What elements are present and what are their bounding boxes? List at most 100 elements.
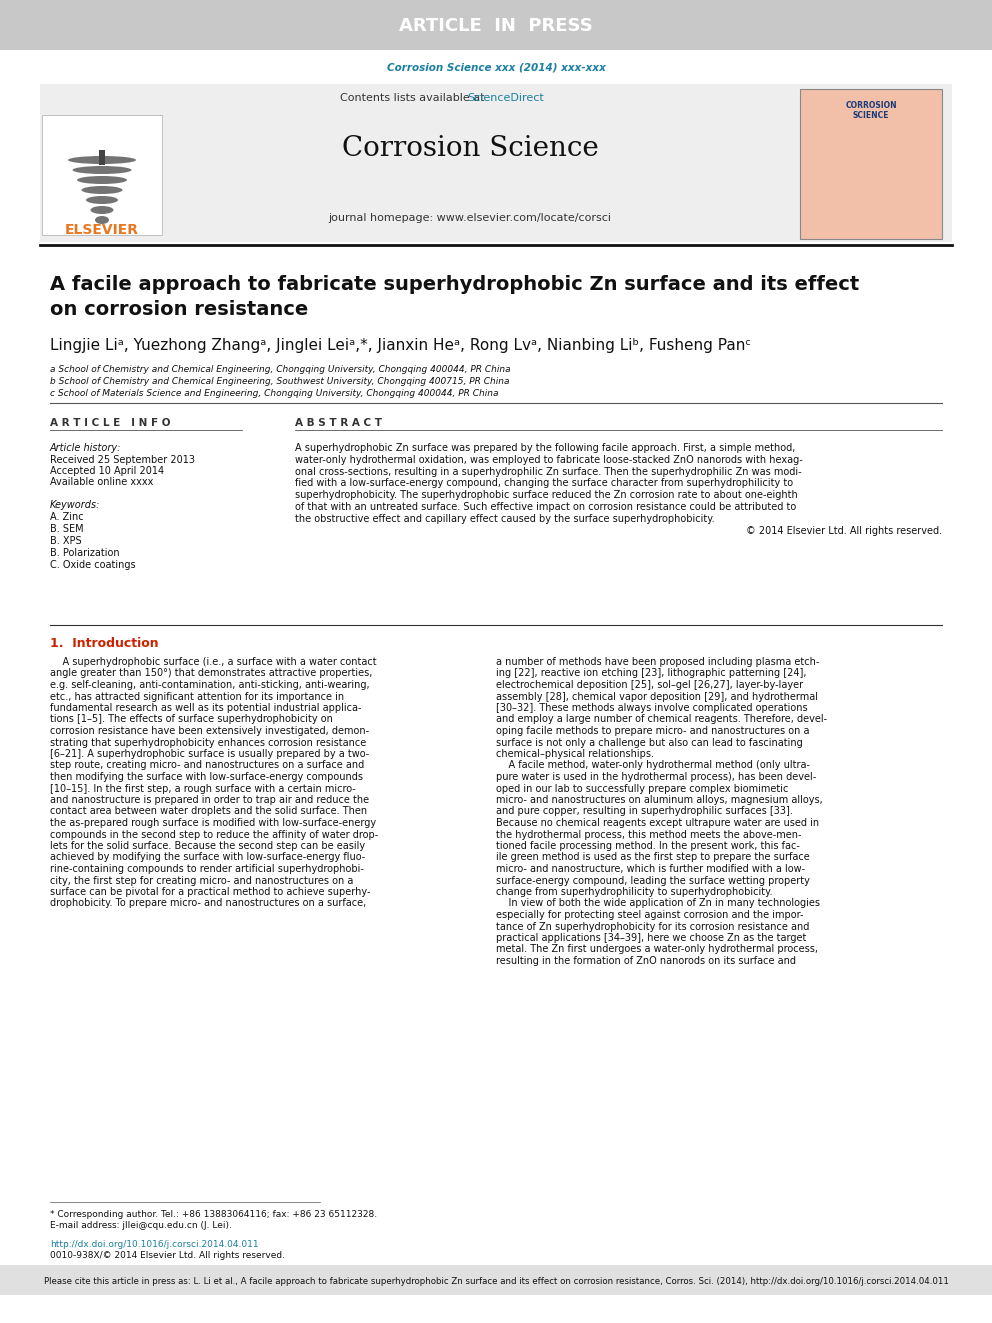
Text: tioned facile processing method. In the present work, this fac-: tioned facile processing method. In the …: [496, 841, 800, 851]
Text: ile green method is used as the first step to prepare the surface: ile green method is used as the first st…: [496, 852, 809, 863]
Text: and nanostructure is prepared in order to trap air and reduce the: and nanostructure is prepared in order t…: [50, 795, 369, 804]
Text: chemical–physical relationships.: chemical–physical relationships.: [496, 749, 654, 759]
Text: etc., has attracted significant attention for its importance in: etc., has attracted significant attentio…: [50, 692, 344, 701]
Text: Lingjie Liᵃ, Yuezhong Zhangᵃ, Jinglei Leiᵃ,*, Jianxin Heᵃ, Rong Lvᵃ, Nianbing Li: Lingjie Liᵃ, Yuezhong Zhangᵃ, Jinglei Le…: [50, 337, 751, 353]
Text: a number of methods have been proposed including plasma etch-: a number of methods have been proposed i…: [496, 658, 819, 667]
Text: [6–21]. A superhydrophobic surface is usually prepared by a two-: [6–21]. A superhydrophobic surface is us…: [50, 749, 369, 759]
Text: strating that superhydrophobicity enhances corrosion resistance: strating that superhydrophobicity enhanc…: [50, 737, 366, 747]
Text: resulting in the formation of ZnO nanorods on its surface and: resulting in the formation of ZnO nanoro…: [496, 957, 796, 966]
Text: change from superhydrophilicity to superhydrophobicity.: change from superhydrophilicity to super…: [496, 886, 773, 897]
Text: on corrosion resistance: on corrosion resistance: [50, 300, 309, 319]
Text: step route, creating micro- and nanostructures on a surface and: step route, creating micro- and nanostru…: [50, 761, 364, 770]
Bar: [0, 0, 992, 50]
Text: Available online xxxx: Available online xxxx: [50, 478, 154, 487]
Text: and employ a large number of chemical reagents. Therefore, devel-: and employ a large number of chemical re…: [496, 714, 827, 725]
Text: Please cite this article in press as: L. Li et al., A facile approach to fabrica: Please cite this article in press as: L.…: [44, 1278, 948, 1286]
Bar: [40, 83, 952, 242]
Text: Corrosion Science xxx (2014) xxx-xxx: Corrosion Science xxx (2014) xxx-xxx: [387, 64, 605, 73]
Text: ARTICLE  IN  PRESS: ARTICLE IN PRESS: [399, 17, 593, 34]
Ellipse shape: [86, 196, 118, 204]
Text: city, the first step for creating micro- and nanostructures on a: city, the first step for creating micro-…: [50, 876, 353, 885]
Text: the as-prepared rough surface is modified with low-surface-energy: the as-prepared rough surface is modifie…: [50, 818, 376, 828]
Text: oped in our lab to successfully prepare complex biomimetic: oped in our lab to successfully prepare …: [496, 783, 789, 794]
Text: B. SEM: B. SEM: [50, 524, 83, 534]
Bar: [42, 115, 162, 235]
Text: A facile approach to fabricate superhydrophobic Zn surface and its effect: A facile approach to fabricate superhydr…: [50, 275, 859, 294]
Text: rine-containing compounds to render artificial superhydrophobi-: rine-containing compounds to render arti…: [50, 864, 364, 875]
Text: fied with a low-surface-energy compound, changing the surface character from sup: fied with a low-surface-energy compound,…: [295, 479, 794, 488]
Text: [10–15]. In the first step, a rough surface with a certain micro-: [10–15]. In the first step, a rough surf…: [50, 783, 356, 794]
Text: onal cross-sections, resulting in a superhydrophilic Zn surface. Then the superh: onal cross-sections, resulting in a supe…: [295, 467, 802, 476]
Text: ELSEVIER: ELSEVIER: [65, 224, 139, 237]
Text: and pure copper, resulting in superhydrophilic surfaces [33].: and pure copper, resulting in superhydro…: [496, 807, 793, 816]
Text: ing [22], reactive ion etching [23], lithographic patterning [24],: ing [22], reactive ion etching [23], lit…: [496, 668, 806, 679]
Text: A R T I C L E   I N F O: A R T I C L E I N F O: [50, 418, 171, 429]
Text: surface can be pivotal for a practical method to achieve superhy-: surface can be pivotal for a practical m…: [50, 886, 370, 897]
Text: C. Oxide coatings: C. Oxide coatings: [50, 560, 136, 570]
Text: © 2014 Elsevier Ltd. All rights reserved.: © 2014 Elsevier Ltd. All rights reserved…: [746, 525, 942, 536]
Text: SCIENCE: SCIENCE: [853, 111, 889, 120]
Text: angle greater than 150°) that demonstrates attractive properties,: angle greater than 150°) that demonstrat…: [50, 668, 372, 679]
Text: practical applications [34–39], here we choose Zn as the target: practical applications [34–39], here we …: [496, 933, 806, 943]
Text: surface-energy compound, leading the surface wetting property: surface-energy compound, leading the sur…: [496, 876, 809, 885]
Text: CORROSION: CORROSION: [845, 101, 897, 110]
Text: assembly [28], chemical vapor deposition [29], and hydrothermal: assembly [28], chemical vapor deposition…: [496, 692, 818, 701]
Text: pure water is used in the hydrothermal process), has been devel-: pure water is used in the hydrothermal p…: [496, 773, 816, 782]
Text: * Corresponding author. Tel.: +86 13883064116; fax: +86 23 65112328.: * Corresponding author. Tel.: +86 138830…: [50, 1211, 377, 1218]
Text: Accepted 10 April 2014: Accepted 10 April 2014: [50, 466, 164, 476]
Text: Article history:: Article history:: [50, 443, 121, 452]
Text: http://dx.doi.org/10.1016/j.corsci.2014.04.011: http://dx.doi.org/10.1016/j.corsci.2014.…: [50, 1240, 259, 1249]
Text: Received 25 September 2013: Received 25 September 2013: [50, 455, 195, 464]
Bar: [99, 149, 105, 165]
Text: metal. The Zn first undergoes a water-only hydrothermal process,: metal. The Zn first undergoes a water-on…: [496, 945, 818, 954]
Text: water-only hydrothermal oxidation, was employed to fabricate loose-stacked ZnO n: water-only hydrothermal oxidation, was e…: [295, 455, 803, 464]
Text: drophobicity. To prepare micro- and nanostructures on a surface,: drophobicity. To prepare micro- and nano…: [50, 898, 366, 909]
Text: compounds in the second step to reduce the affinity of water drop-: compounds in the second step to reduce t…: [50, 830, 378, 840]
Text: surface is not only a challenge but also can lead to fascinating: surface is not only a challenge but also…: [496, 737, 803, 747]
Text: tions [1–5]. The effects of surface superhydrophobicity on: tions [1–5]. The effects of surface supe…: [50, 714, 333, 725]
Text: c School of Materials Science and Engineering, Chongqing University, Chongqing 4: c School of Materials Science and Engine…: [50, 389, 499, 398]
Text: B. XPS: B. XPS: [50, 536, 81, 546]
Text: especially for protecting steel against corrosion and the impor-: especially for protecting steel against …: [496, 910, 804, 919]
Text: A B S T R A C T: A B S T R A C T: [295, 418, 382, 429]
Ellipse shape: [72, 165, 132, 175]
Text: 1.  Introduction: 1. Introduction: [50, 636, 159, 650]
Text: A facile method, water-only hydrothermal method (only ultra-: A facile method, water-only hydrothermal…: [496, 761, 810, 770]
Text: Keywords:: Keywords:: [50, 500, 100, 509]
Text: e.g. self-cleaning, anti-contamination, anti-sticking, anti-wearing,: e.g. self-cleaning, anti-contamination, …: [50, 680, 370, 691]
Text: Because no chemical reagents except ultrapure water are used in: Because no chemical reagents except ultr…: [496, 818, 819, 828]
Text: In view of both the wide application of Zn in many technologies: In view of both the wide application of …: [496, 898, 820, 909]
Text: E-mail address: jllei@cqu.edu.cn (J. Lei).: E-mail address: jllei@cqu.edu.cn (J. Lei…: [50, 1221, 232, 1230]
Ellipse shape: [77, 176, 127, 184]
Text: the hydrothermal process, this method meets the above-men-: the hydrothermal process, this method me…: [496, 830, 802, 840]
Text: then modifying the surface with low-surface-energy compounds: then modifying the surface with low-surf…: [50, 773, 363, 782]
Text: B. Polarization: B. Polarization: [50, 548, 120, 558]
Text: b School of Chemistry and Chemical Engineering, Southwest University, Chongqing : b School of Chemistry and Chemical Engin…: [50, 377, 510, 386]
Text: lets for the solid surface. Because the second step can be easily: lets for the solid surface. Because the …: [50, 841, 365, 851]
Text: A superhydrophobic Zn surface was prepared by the following facile approach. Fir: A superhydrophobic Zn surface was prepar…: [295, 443, 796, 452]
Text: micro- and nanostructures on aluminum alloys, magnesium alloys,: micro- and nanostructures on aluminum al…: [496, 795, 822, 804]
Text: a School of Chemistry and Chemical Engineering, Chongqing University, Chongqing : a School of Chemistry and Chemical Engin…: [50, 365, 511, 374]
Text: journal homepage: www.elsevier.com/locate/corsci: journal homepage: www.elsevier.com/locat…: [328, 213, 611, 224]
Text: oping facile methods to prepare micro- and nanostructures on a: oping facile methods to prepare micro- a…: [496, 726, 809, 736]
Text: Contents lists available at: Contents lists available at: [340, 93, 488, 103]
Text: micro- and nanostructure, which is further modified with a low-: micro- and nanostructure, which is furth…: [496, 864, 806, 875]
Bar: [800, 89, 942, 239]
Text: the obstructive effect and capillary effect caused by the surface superhydrophob: the obstructive effect and capillary eff…: [295, 513, 714, 524]
Text: of that with an untreated surface. Such effective impact on corrosion resistance: of that with an untreated surface. Such …: [295, 501, 797, 512]
Ellipse shape: [90, 206, 113, 214]
Text: [30–32]. These methods always involve complicated operations: [30–32]. These methods always involve co…: [496, 703, 807, 713]
Text: contact area between water droplets and the solid surface. Then: contact area between water droplets and …: [50, 807, 367, 816]
Text: electrochemical deposition [25], sol–gel [26,27], layer-by-layer: electrochemical deposition [25], sol–gel…: [496, 680, 804, 691]
Ellipse shape: [81, 187, 122, 194]
Text: tance of Zn superhydrophobicity for its corrosion resistance and: tance of Zn superhydrophobicity for its …: [496, 922, 809, 931]
Ellipse shape: [68, 156, 136, 164]
Text: corrosion resistance have been extensively investigated, demon-: corrosion resistance have been extensive…: [50, 726, 369, 736]
Text: fundamental research as well as its potential industrial applica-: fundamental research as well as its pote…: [50, 703, 361, 713]
Text: ScienceDirect: ScienceDirect: [467, 93, 545, 103]
Bar: [0, 1265, 992, 1295]
Text: A. Zinc: A. Zinc: [50, 512, 83, 523]
Text: 0010-938X/© 2014 Elsevier Ltd. All rights reserved.: 0010-938X/© 2014 Elsevier Ltd. All right…: [50, 1252, 285, 1259]
Text: superhydrophobicity. The superhydrophobic surface reduced the Zn corrosion rate : superhydrophobicity. The superhydrophobi…: [295, 491, 798, 500]
Text: Corrosion Science: Corrosion Science: [341, 135, 598, 161]
